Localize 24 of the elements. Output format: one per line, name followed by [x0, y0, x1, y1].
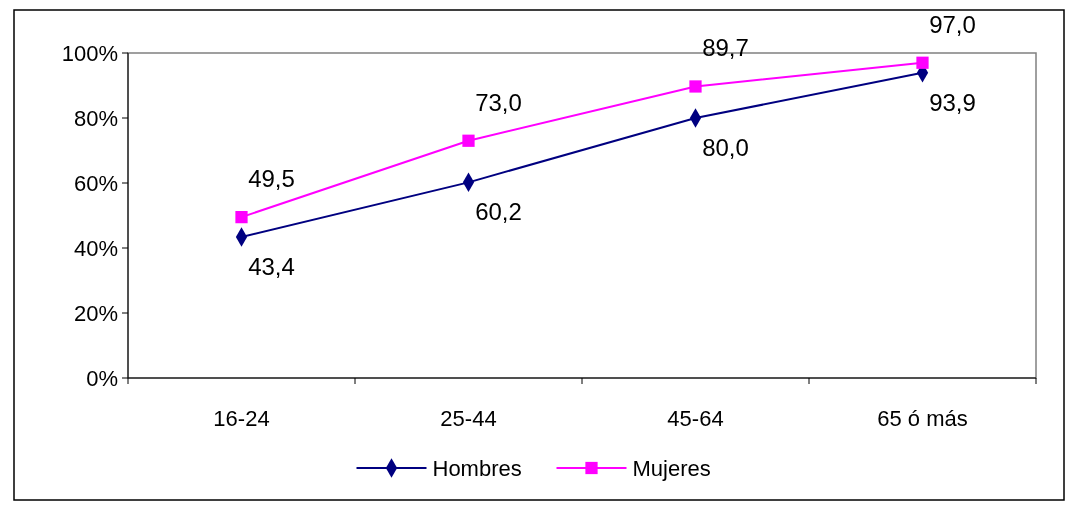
point [462, 134, 475, 147]
y-tick-label: 0% [86, 365, 118, 391]
y-tick-label: 60% [73, 170, 118, 196]
data-label: 93,9 [929, 88, 976, 116]
point [235, 211, 248, 224]
y-tick-label: 40% [73, 235, 118, 261]
legend-label: Hombres [432, 455, 522, 481]
data-label: 60,2 [475, 198, 522, 226]
y-tick-label: 80% [73, 105, 118, 131]
y-tick-label: 20% [73, 300, 118, 326]
x-tick-label: 45-64 [667, 406, 724, 431]
x-tick-label: 65 ó más [877, 406, 968, 431]
data-label: 80,0 [702, 134, 749, 161]
legend-label: Mujeres [632, 455, 711, 481]
x-tick-label: 16-24 [213, 406, 270, 431]
data-label: 43,4 [248, 252, 295, 280]
y-tick-label: 100% [61, 40, 118, 66]
data-label: 89,7 [702, 34, 749, 62]
data-label: 73,0 [475, 88, 522, 116]
x-tick-label: 25-44 [440, 406, 497, 431]
data-label: 49,5 [248, 165, 295, 193]
point [916, 56, 929, 69]
point [689, 80, 702, 93]
data-label: 97,0 [929, 10, 976, 38]
